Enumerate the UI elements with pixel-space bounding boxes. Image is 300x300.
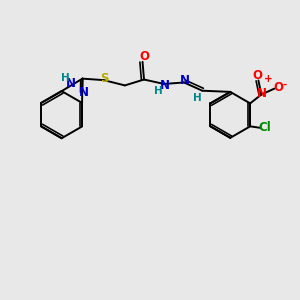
Text: N: N: [160, 79, 170, 92]
Text: H: H: [193, 93, 201, 103]
Text: H: H: [154, 86, 163, 96]
Text: Cl: Cl: [259, 121, 271, 134]
Text: S: S: [100, 72, 109, 85]
Text: -: -: [283, 79, 287, 89]
Text: O: O: [139, 50, 149, 63]
Text: N: N: [257, 87, 267, 100]
Text: N: N: [79, 86, 89, 99]
Text: O: O: [273, 81, 284, 94]
Text: O: O: [252, 69, 262, 82]
Text: H: H: [61, 74, 70, 83]
Text: +: +: [263, 74, 272, 84]
Text: N: N: [180, 74, 190, 88]
Text: N: N: [65, 77, 76, 90]
